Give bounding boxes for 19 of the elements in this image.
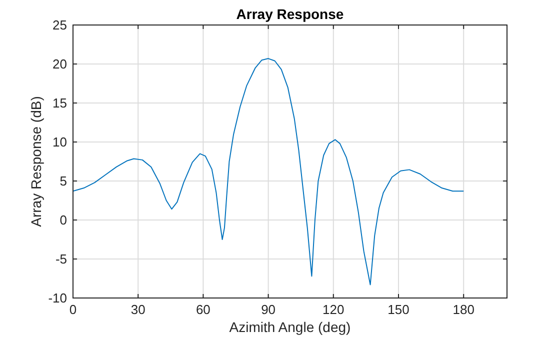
x-tick-label: 180 bbox=[452, 302, 474, 317]
x-tick-label: 90 bbox=[261, 302, 276, 317]
y-tick-label: 5 bbox=[60, 174, 67, 189]
x-tick-label: 60 bbox=[196, 302, 210, 317]
line-series bbox=[72, 58, 464, 286]
x-tick-label: 0 bbox=[69, 302, 77, 317]
x-tick-label: 150 bbox=[388, 302, 410, 317]
x-tick-label: 30 bbox=[130, 302, 146, 317]
y-tick-label: 25 bbox=[52, 18, 67, 33]
y-tick-label: 0 bbox=[60, 212, 67, 228]
x-tick-label: 120 bbox=[322, 302, 344, 317]
y-tick-label: -5 bbox=[55, 252, 67, 267]
y-tick-label: -10 bbox=[48, 290, 67, 306]
x-axis-title: Azimith Angle (deg) bbox=[229, 319, 351, 335]
y-tick-label: 20 bbox=[52, 56, 67, 72]
y-axis-title: Array Response (dB) bbox=[28, 96, 44, 227]
y-tick-label: 10 bbox=[52, 134, 67, 150]
chart-title: Array Response bbox=[236, 6, 344, 22]
y-tick-label: 15 bbox=[52, 96, 67, 111]
